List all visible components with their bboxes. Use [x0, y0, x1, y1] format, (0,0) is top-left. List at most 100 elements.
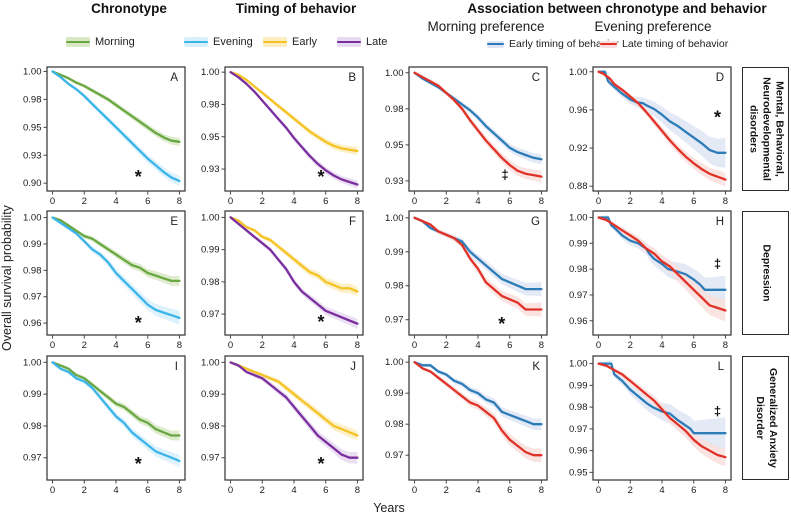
panel-letter: K [532, 361, 540, 373]
y-tick-label: 0.97 [569, 424, 588, 435]
x-tick-label: 6 [145, 485, 150, 496]
x-tick-label: 2 [82, 340, 87, 351]
x-tick-label: 6 [507, 485, 512, 496]
x-tick-label: 8 [177, 196, 182, 207]
x-tick-label: 6 [507, 196, 512, 207]
ci-band-morning [52, 361, 180, 441]
y-tick-label: 1.00 [569, 67, 588, 78]
y-tick-label: 0.88 [569, 181, 588, 192]
x-tick-label: 6 [145, 340, 150, 351]
x-tick-label: 6 [691, 196, 696, 207]
y-tick-label: 0.93 [385, 176, 404, 187]
curve-late [229, 71, 359, 186]
y-tick-label: 0.99 [385, 247, 404, 258]
curve-late-timing-of-behavior [413, 216, 543, 311]
panel-D-plot: 1.00 0.96 0.92 0.88 0 2 4 6 8 D * [569, 66, 732, 207]
panel-letter: G [531, 216, 540, 228]
x-tick-label: 2 [628, 196, 633, 207]
curve-evening [51, 216, 181, 320]
column-title-chronotype: Chronotype [91, 1, 167, 16]
panel-H-plot: 1.00 0.99 0.98 0.97 0.96 0 2 4 6 8 H ‡ [569, 210, 732, 351]
legend-swatch-icon [263, 37, 287, 47]
x-tick-label: 4 [659, 196, 664, 207]
curve-early-timing-of-behavior [597, 70, 727, 154]
y-tick-label: 0.95 [23, 122, 42, 133]
subheader-evening-preference: Evening preference [594, 19, 712, 34]
y-tick-label: 0.93 [201, 164, 220, 175]
x-tick-label: 4 [291, 485, 296, 496]
x-tick-label: 8 [723, 196, 728, 207]
x-tick-label: 4 [659, 340, 664, 351]
plot-border [408, 210, 548, 336]
y-tick-label: 0.99 [569, 380, 588, 391]
x-tick-label: 0 [228, 196, 233, 207]
panel-letter: E [170, 216, 178, 228]
curve-early [229, 71, 359, 153]
y-tick-label: 0.97 [385, 450, 404, 461]
legend-item-morning: Morning [66, 36, 135, 48]
legend-label: Early timing of behavior [509, 38, 619, 50]
legend-line-icon [600, 42, 617, 46]
panel-letter: J [350, 361, 356, 373]
y-tick-label: 0.98 [23, 421, 42, 432]
row-label-generalized-anxiety: Generalized Anxiety Disorder [753, 368, 779, 468]
y-tick-label: 0.96 [23, 318, 42, 329]
x-tick-label: 2 [260, 340, 265, 351]
x-tick-label: 8 [355, 485, 360, 496]
legend-label: Late timing of behavior [622, 38, 729, 50]
significance-marker: * [714, 108, 721, 128]
ci-band-evening [52, 216, 180, 325]
panel-letter: B [348, 72, 356, 84]
legend-swatch-icon [487, 40, 504, 48]
column-title-timing-of-behavior: Timing of behavior [235, 1, 357, 16]
legend-item-early-timing-of-behavior: Early timing of behavior [487, 38, 619, 50]
panel-letter: L [718, 361, 725, 373]
panel-B: 1.00 0.98 0.95 0.93 0 2 4 6 8 B * [192, 62, 368, 208]
significance-marker: ‡ [714, 403, 721, 418]
x-tick-label: 4 [113, 340, 118, 351]
x-tick-label: 2 [444, 485, 449, 496]
x-tick-label: 8 [539, 340, 544, 351]
legend-line-icon [337, 40, 361, 44]
x-tick-label: 0 [596, 485, 601, 496]
significance-marker: ‡ [501, 167, 508, 182]
x-tick-label: 6 [323, 196, 328, 207]
curve-early [229, 361, 359, 437]
y-tick-label: 0.98 [385, 419, 404, 430]
y-tick-label: 0.90 [23, 178, 42, 189]
x-tick-label: 2 [82, 485, 87, 496]
significance-marker: * [317, 454, 324, 474]
x-tick-label: 2 [444, 340, 449, 351]
x-tick-label: 0 [412, 485, 417, 496]
panel-G: 1.00 0.99 0.98 0.97 0 2 4 6 8 G * [376, 206, 552, 352]
y-tick-label: 1.00 [201, 67, 220, 78]
subheader-morning-preference: Morning preference [427, 19, 545, 34]
x-tick-label: 2 [260, 485, 265, 496]
legend-label: Evening [213, 36, 253, 48]
x-tick-label: 0 [596, 340, 601, 351]
y-tick-label: 1.00 [569, 212, 588, 223]
x-tick-label: 8 [177, 485, 182, 496]
y-tick-label: 0.98 [23, 265, 42, 276]
x-tick-label: 8 [539, 485, 544, 496]
significance-marker: ‡ [714, 256, 721, 271]
curve-late [229, 216, 359, 325]
curve-morning [51, 216, 181, 283]
y-tick-label: 0.95 [569, 467, 588, 478]
panel-I: 1.00 0.99 0.98 0.97 0 2 4 6 8 I * [14, 351, 190, 497]
x-tick-label: 0 [228, 340, 233, 351]
x-tick-label: 2 [444, 196, 449, 207]
y-tick-label: 1.00 [385, 68, 404, 79]
panel-letter: H [716, 216, 724, 228]
x-tick-label: 8 [723, 340, 728, 351]
y-tick-label: 1.00 [385, 357, 404, 368]
panel-B-plot: 1.00 0.98 0.95 0.93 0 2 4 6 8 B * [201, 66, 364, 207]
curve-early-timing-of-behavior [413, 71, 543, 161]
legend-line-icon [66, 40, 90, 44]
x-tick-label: 0 [412, 340, 417, 351]
legend-line-icon [184, 40, 208, 44]
row-label-box-mental-behavioral: Mental, Behavioral, Neurodevelopmental d… [742, 67, 789, 191]
panel-C-plot: 1.00 0.98 0.95 0.93 0 2 4 6 8 C ‡ [385, 66, 548, 207]
y-tick-label: 1.00 [569, 359, 588, 370]
panel-letter: C [532, 72, 540, 84]
